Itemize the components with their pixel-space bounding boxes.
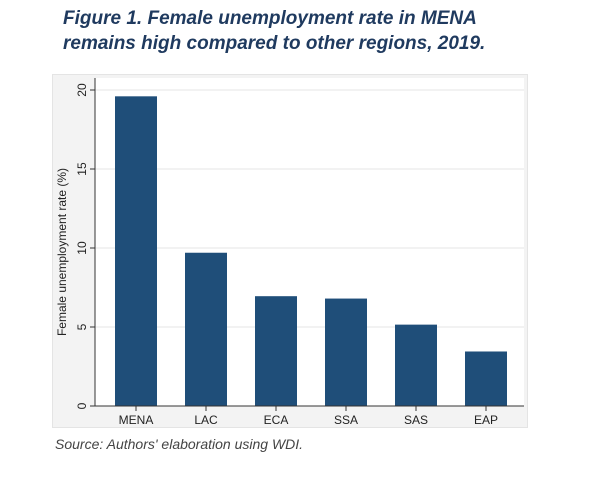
bar-eap	[465, 351, 507, 406]
axes	[94, 78, 524, 407]
x-tick-label: MENA	[119, 413, 154, 427]
y-axis-label: Female unemployment rate (%)	[55, 168, 69, 336]
source-note: Source: Authors' elaboration using WDI.	[55, 436, 304, 452]
bar-sas	[395, 324, 437, 406]
figure-title-line-1: Figure 1. Female unemployment rate in ME…	[63, 8, 477, 29]
y-tick-label: 0	[75, 402, 89, 409]
figure-title: Figure 1. Female unemployment rate in ME…	[63, 6, 583, 56]
y-tick-label: 15	[75, 162, 89, 176]
bar-chart: 0 5 10 15 20 MENA LAC ECA SSA SAS EAP Female unem…	[55, 78, 524, 427]
x-tick-label: SAS	[404, 413, 428, 427]
y-tick-label: 20	[75, 83, 89, 97]
gridlines	[95, 89, 524, 328]
figure-title-line-2: remains high compared to other regions, …	[63, 33, 486, 54]
bar-ssa	[325, 298, 367, 406]
y-tick-label: 10	[75, 241, 89, 255]
x-tick-label: EAP	[474, 413, 498, 427]
bar-lac	[185, 252, 227, 406]
bar-mena	[115, 96, 157, 406]
x-ticks: MENA LAC ECA SSA SAS EAP	[119, 406, 498, 427]
bars	[115, 96, 507, 406]
y-ticks: 0 5 10 15 20	[75, 83, 95, 409]
bar-eca	[255, 296, 297, 406]
x-tick-label: SSA	[334, 413, 358, 427]
x-tick-label: ECA	[264, 413, 289, 427]
y-tick-label: 5	[75, 323, 89, 330]
x-tick-label: LAC	[194, 413, 218, 427]
plot-area	[95, 78, 524, 406]
